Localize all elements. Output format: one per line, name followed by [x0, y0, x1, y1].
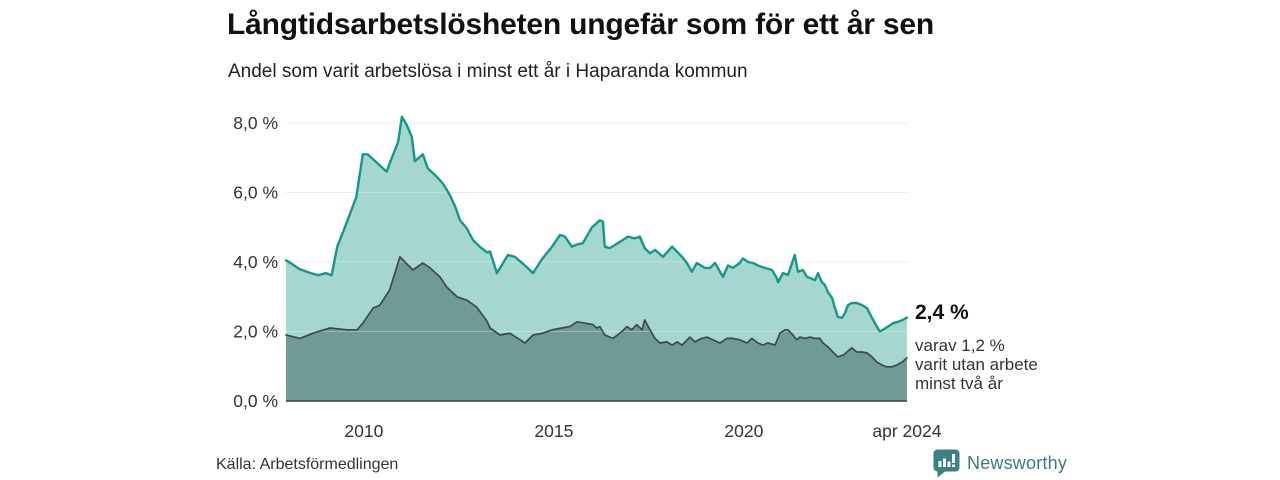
brand-wordmark: Newsworthy: [967, 453, 1068, 473]
y-tick-label: 8,0 %: [233, 113, 278, 133]
x-tick-label: 2020: [724, 421, 763, 441]
y-tick-label: 4,0 %: [233, 252, 278, 272]
page-title: Långtidsarbetslösheten ungefär som för e…: [227, 8, 935, 41]
y-tick-label: 2,0 %: [233, 322, 278, 342]
end-value-note-line-1: varav 1,2 %: [915, 336, 1005, 355]
brand-footer: Newsworthy: [933, 449, 1067, 478]
newsworthy-logo-icon: [933, 449, 960, 478]
source-note: Källa: Arbetsförmedlingen: [216, 456, 399, 473]
y-tick-label: 6,0 %: [233, 183, 278, 203]
y-tick-label: 0,0 %: [233, 391, 278, 411]
end-value-annotation: 2,4 % varav 1,2 % varit utan arbete mins…: [915, 301, 1085, 393]
series-area-2: [286, 256, 907, 401]
x-tick-label: apr 2024: [872, 421, 941, 441]
end-value-total: 2,4 %: [915, 301, 969, 324]
page-subtitle: Andel som varit arbetslösa i minst ett å…: [228, 61, 748, 82]
series-line-1: [284, 115, 909, 333]
x-tick-label: 2010: [344, 421, 383, 441]
x-tick-label: 2015: [534, 421, 573, 441]
end-value-note-line-2: varit utan arbete: [915, 355, 1038, 374]
end-value-note-line-3: minst två år: [915, 374, 1003, 393]
series-line-2: [285, 255, 908, 368]
